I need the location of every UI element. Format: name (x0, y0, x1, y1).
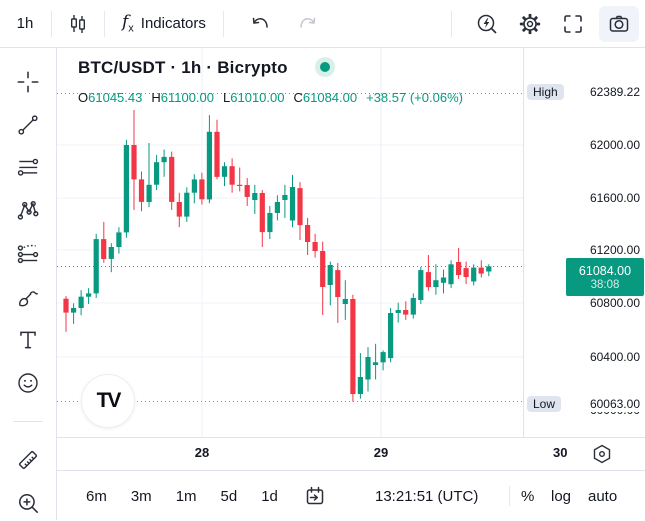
price-tick: 62000.00 (589, 138, 640, 152)
horizontal-lines-icon (15, 155, 41, 181)
price-axis[interactable]: High 62389.22 62000.00 61600.00 61200.00… (523, 48, 645, 437)
indicators-button[interactable]: fx Indicators (114, 12, 214, 34)
brush-icon (15, 284, 41, 310)
range-6m-button[interactable]: 6m (86, 487, 107, 505)
price-tick: 61600.00 (589, 191, 640, 205)
chart-canvas[interactable]: BTC/USDT · 1h · Bicrypto O61045.43 H6110… (57, 48, 523, 437)
range-1d-button[interactable]: 1d (261, 487, 278, 505)
sidebar-divider (13, 421, 43, 422)
emoji-tool-button[interactable] (15, 370, 41, 396)
toolbar-separator (51, 10, 52, 37)
interval-button[interactable]: 1h (16, 15, 34, 32)
range-3m-button[interactable]: 3m (130, 487, 152, 505)
day-label: 29 (373, 445, 389, 460)
ohlc-readout: O61045.43 H61100.00 L61010.00 C61084.00 … (78, 90, 463, 105)
last-price-badge: 61084.00 38:08 (566, 258, 644, 296)
bottom-toolbar: 6m 3m 1m 5d 1d 13:21:51 (UTC) % (57, 470, 645, 520)
last-price-value: 61084.00 (578, 263, 632, 278)
go-to-date-button[interactable] (303, 484, 327, 508)
crosshair-icon (15, 69, 41, 95)
axis-settings-hexagon-icon (591, 443, 613, 465)
high-price-row: High 62389.22 (527, 84, 640, 100)
crosshair-tool-button[interactable] (15, 69, 41, 95)
market-status[interactable] (315, 57, 335, 77)
price-tick: 60800.00 (589, 296, 640, 310)
day-label: 28 (194, 445, 210, 460)
emoji-icon (15, 370, 41, 396)
low-label-badge: Low (527, 396, 562, 412)
chart-style-button[interactable] (61, 7, 95, 41)
symbol-header: BTC/USDT · 1h · Bicrypto (78, 57, 335, 78)
log-scale-button[interactable]: log (551, 487, 572, 505)
date-range-group: 6m 3m 1m 5d 1d (81, 471, 327, 521)
trend-line-icon (15, 112, 41, 138)
redo-button[interactable] (291, 7, 325, 41)
candles-interval-icon (66, 12, 90, 36)
redo-icon (296, 12, 320, 36)
price-tick: 61200.00 (589, 243, 640, 257)
gridlines-horizontal (57, 144, 523, 358)
flash-search-icon (474, 11, 500, 37)
percent-scale-button[interactable]: % (521, 487, 535, 505)
ruler-icon (15, 447, 41, 473)
undo-icon (248, 12, 272, 36)
low-price-row: Low 60063.00 (527, 396, 640, 412)
ohlc-high: H61100.00 (151, 90, 215, 105)
trend-line-tool-button[interactable] (15, 112, 41, 138)
bar-countdown: 38:08 (590, 278, 620, 291)
clock-display[interactable]: 13:21:51 (UTC) (375, 487, 479, 505)
xabcd-pattern-icon (15, 198, 41, 224)
ohlc-low: L61010.00 (223, 90, 285, 105)
toolbar-right-group (442, 0, 639, 48)
time-axis[interactable]: 28 29 30 (57, 437, 645, 470)
market-open-dot-icon (320, 62, 330, 72)
symbol-title[interactable]: BTC/USDT · 1h · Bicrypto (78, 58, 288, 77)
fx-indicators-icon: fx (122, 12, 134, 35)
candlestick-chart (57, 48, 523, 437)
low-price-value: 60063.00 (589, 397, 640, 411)
toolbar-separator (222, 10, 224, 37)
text-tool-button[interactable] (15, 327, 41, 353)
horizontal-lines-tool-button[interactable] (15, 155, 41, 181)
forecast-tool-button[interactable] (15, 241, 41, 267)
range-1m-button[interactable]: 1m (175, 487, 197, 505)
price-tick: 60400.00 (589, 350, 640, 364)
screenshot-button[interactable] (599, 6, 639, 42)
camera-icon (607, 12, 631, 36)
axis-settings-button[interactable] (591, 443, 613, 465)
brush-tool-button[interactable] (15, 284, 41, 310)
zoom-in-icon (15, 490, 41, 516)
bottom-bar-separator (509, 486, 510, 506)
zoom-in-button[interactable] (15, 490, 41, 516)
settings-gear-icon (517, 11, 543, 37)
high-label-badge: High (527, 84, 564, 100)
range-5d-button[interactable]: 5d (220, 487, 238, 505)
measure-tool-button[interactable] (15, 447, 41, 473)
indicators-label: Indicators (140, 14, 206, 32)
chart-area: BTC/USDT · 1h · Bicrypto O61045.43 H6110… (57, 48, 645, 520)
settings-button[interactable] (513, 7, 547, 41)
toolbar-separator (104, 10, 105, 37)
drawing-tools-sidebar (0, 48, 57, 520)
auto-scale-button[interactable]: auto (588, 487, 618, 505)
toolbar-separator (451, 11, 452, 37)
candles-layer (63, 110, 492, 402)
forecast-icon (15, 241, 41, 267)
go-to-date-calendar-icon (303, 484, 327, 508)
top-toolbar: 1h fx Indicators (0, 0, 645, 48)
high-price-value: 62389.22 (589, 85, 640, 99)
ohlc-open: O61045.43 (78, 90, 143, 105)
fullscreen-button[interactable] (556, 7, 590, 41)
fullscreen-icon (561, 12, 585, 36)
ohlc-close: C61084.00 (293, 90, 358, 105)
text-tool-icon (15, 327, 41, 353)
quick-search-button[interactable] (470, 7, 504, 41)
ohlc-change: +38.57 (+0.06%) (366, 90, 463, 105)
undo-button[interactable] (243, 7, 277, 41)
day-label: 30 (553, 445, 567, 460)
xabcd-pattern-tool-button[interactable] (15, 198, 41, 224)
tradingview-logo[interactable]: TV (81, 374, 135, 428)
